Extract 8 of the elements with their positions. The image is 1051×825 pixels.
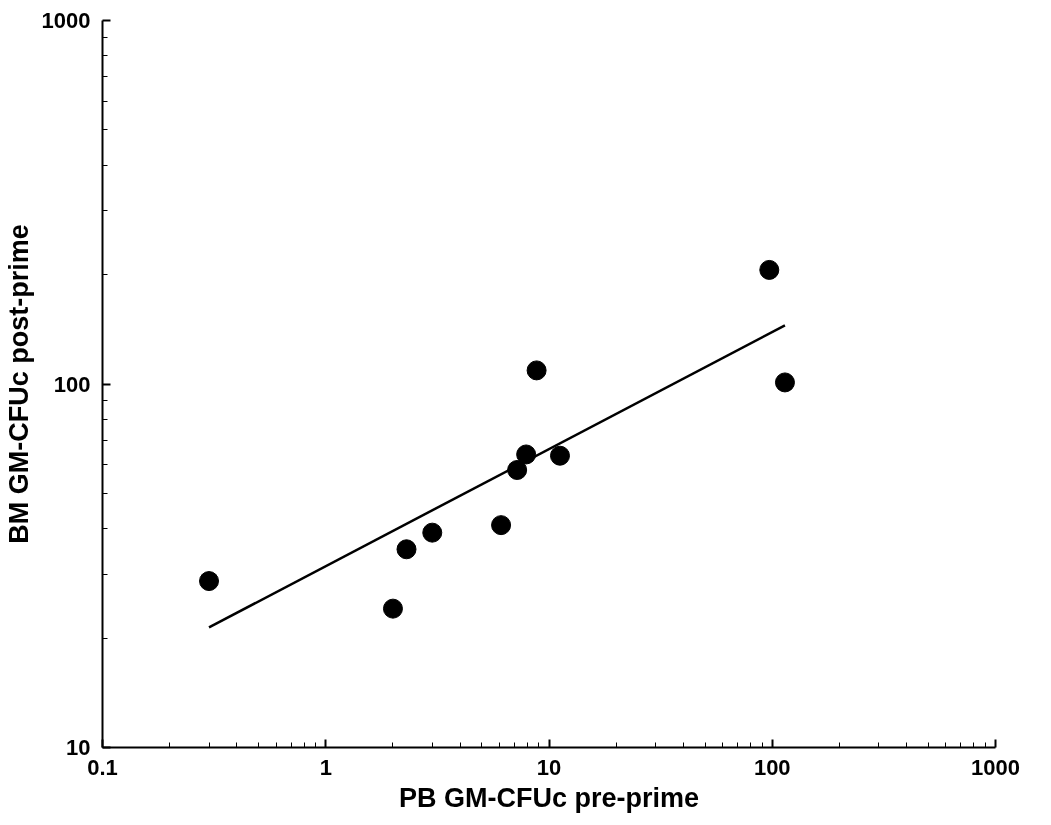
y-tick-label: 100 xyxy=(53,371,91,397)
x-tick-label: 1000 xyxy=(971,754,1020,780)
x-tick-label: 100 xyxy=(753,754,791,780)
y-axis-title: BM GM-CFUc post-prime xyxy=(3,224,34,544)
x-tick-label: 1 xyxy=(319,754,332,780)
x-tick-label: 10 xyxy=(536,754,562,780)
x-axis-title: PB GM-CFUc pre-prime xyxy=(398,782,700,813)
y-tick-label: 1000 xyxy=(41,8,91,33)
